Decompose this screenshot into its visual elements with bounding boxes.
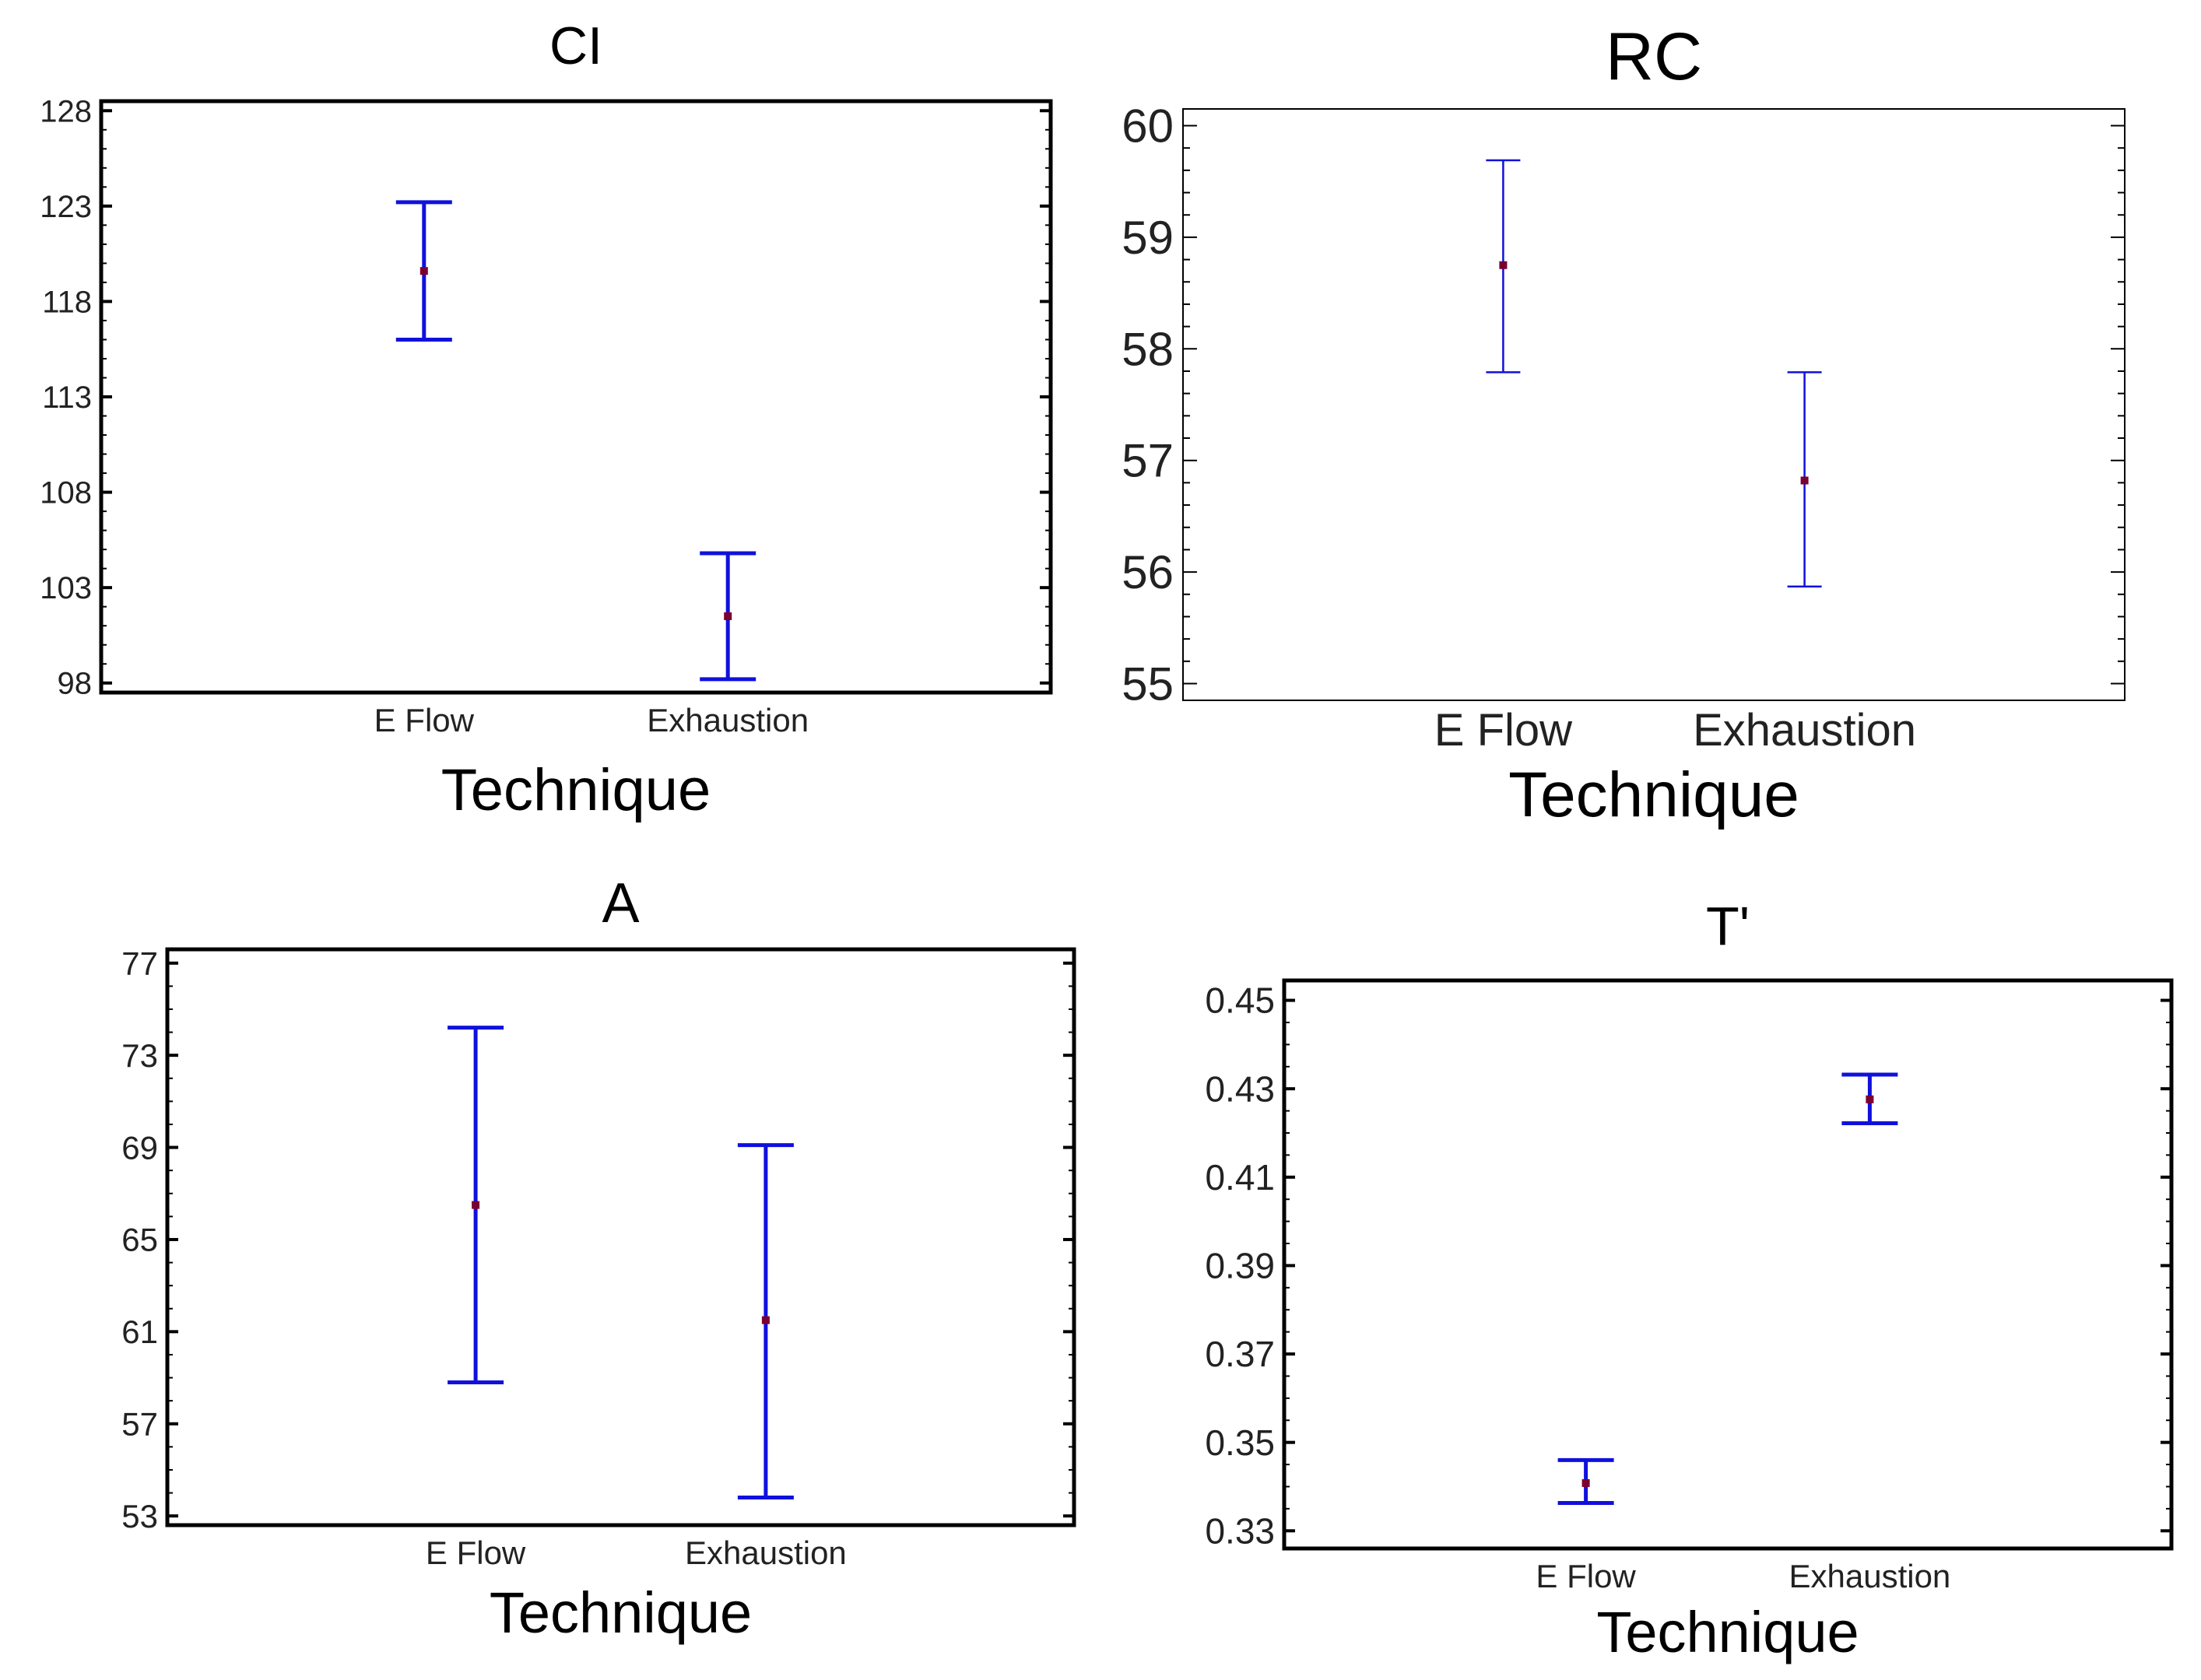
y-tick-label: 0.35 [1205,1422,1275,1463]
y-tick-label: 0.39 [1205,1246,1275,1286]
y-tick-label: 73 [121,1037,158,1074]
mean-marker [761,1316,770,1324]
x-category-label: E Flow [1434,705,1573,756]
plot-frame [1282,978,2174,1551]
plot-area: 55 56 57 58 59 60 E Flow Exhaustion [1122,100,2126,756]
y-tick-label: 60 [1122,100,1174,153]
y-tick-label: 65 [121,1222,158,1258]
y-tick-label: 69 [121,1129,158,1166]
plot-area: 98 103 108 113 118 123 128 E Flow Exhaustion [40,94,1053,738]
chart-panel-t-prime: T' 0.33 0.35 0.37 0.39 0.41 0.43 0.45 E Flow Exh… [1105,864,2201,1680]
y-tick-label: 0.41 [1205,1157,1275,1198]
y-tick-label: 0.33 [1205,1510,1275,1551]
plot-frame [99,99,1053,695]
y-tick-label: 113 [42,381,92,415]
chart-panel-ci: CI 98 103 108 113 118 123 128 E Flow Exhaustion … [0,0,1090,840]
mean-marker [1581,1478,1590,1487]
y-tick-label: 57 [121,1405,158,1442]
y-tick-label: 58 [1122,323,1174,375]
chart-panel-rc: RC 55 56 57 58 59 60 E Flow Exhaustion Techniqu… [1090,0,2201,840]
x-category-label: E Flow [1536,1558,1636,1594]
y-tick-label: 0.43 [1205,1068,1275,1109]
plot-area: 53 57 61 65 69 73 77 E Flow Exhaustion [121,945,1076,1571]
chart-title: CI [549,16,602,75]
y-tick-label: 0.37 [1205,1334,1275,1374]
y-tick-label: 55 [1122,658,1174,710]
y-tick-label: 56 [1122,546,1174,598]
y-tick-label: 103 [40,571,92,605]
x-axis-label: Technique [1596,1600,1859,1664]
mean-marker [472,1201,480,1209]
x-category-label: Exhaustion [685,1534,847,1571]
y-tick-label: 0.45 [1205,980,1275,1021]
chart-title: A [602,872,640,935]
mean-marker [1866,1095,1874,1103]
x-category-label: Exhaustion [1693,705,1916,756]
y-tick-label: 118 [42,285,92,319]
x-category-label: Exhaustion [1789,1558,1950,1594]
mean-marker [724,612,732,620]
plot-area: 0.33 0.35 0.37 0.39 0.41 0.43 0.45 E Flow Exhaus… [1205,978,2174,1594]
y-tick-label: 98 [58,667,93,701]
y-tick-label: 77 [121,945,158,981]
y-tick-label: 57 [1122,435,1174,487]
x-axis-label: Technique [1508,759,1799,830]
mean-marker [1800,476,1809,485]
chart-panel-a: A 53 57 61 65 69 73 77 E Flow Exhaustion Techniq… [0,864,1105,1680]
chart-title: RC [1605,19,1703,94]
plot-frame [165,947,1076,1527]
y-tick-label: 123 [40,190,92,224]
x-axis-label: Technique [441,757,711,823]
y-tick-label: 53 [121,1498,158,1534]
x-category-label: Exhaustion [647,702,809,738]
chart-title: T' [1705,896,1750,956]
x-axis-label: Technique [489,1580,753,1645]
y-tick-label: 128 [40,94,92,128]
mean-marker [419,267,428,275]
mean-marker [1499,261,1508,269]
x-category-label: E Flow [374,702,475,738]
y-tick-label: 108 [40,476,92,510]
y-tick-label: 61 [121,1313,158,1350]
y-tick-label: 59 [1122,212,1174,264]
x-category-label: E Flow [426,1534,526,1571]
plot-frame [1182,108,2126,701]
